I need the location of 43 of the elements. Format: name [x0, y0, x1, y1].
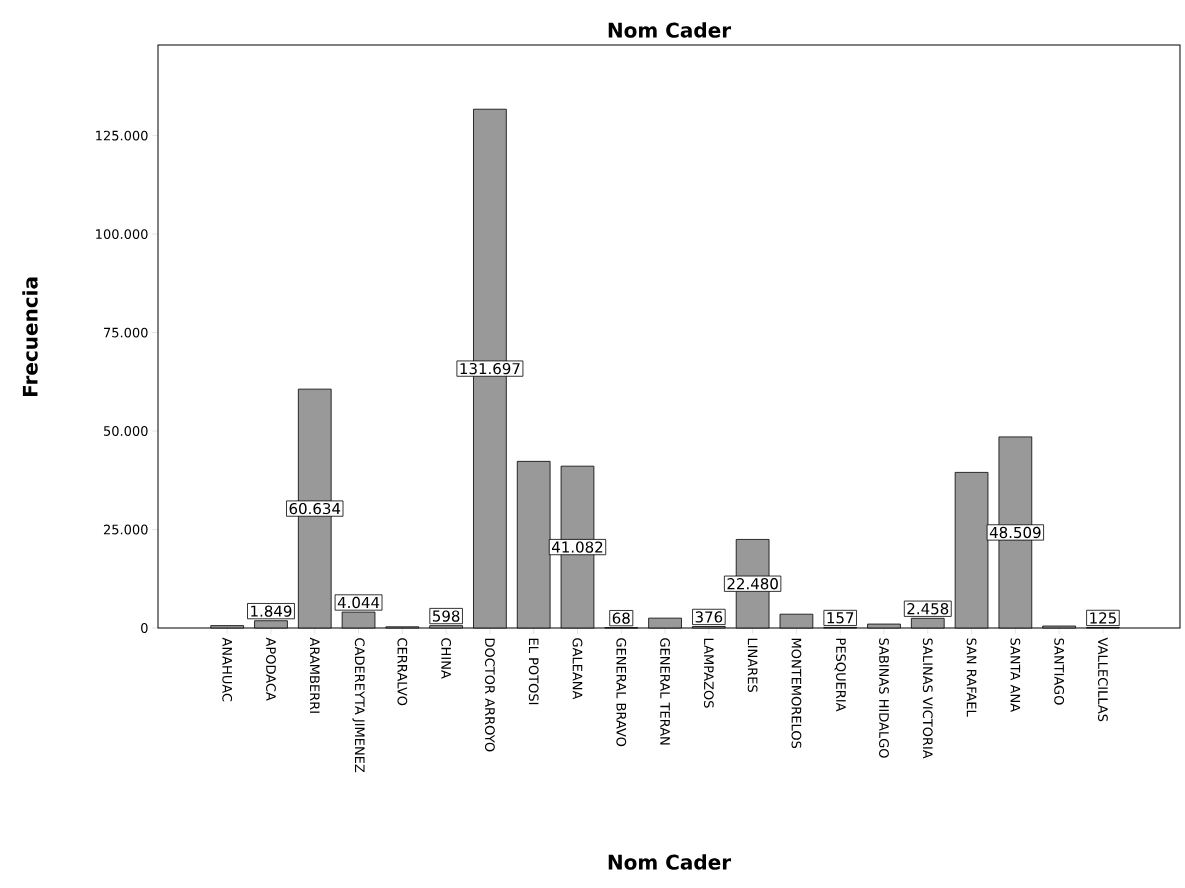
x-axis-title: Nom Cader: [608, 854, 732, 870]
data-label: 376: [695, 611, 723, 623]
y-tick-label: 125.000: [96, 130, 148, 141]
data-label: 598: [432, 610, 460, 622]
x-tick-label: LAMPAZOS: [703, 638, 714, 708]
y-axis-title: Frecuencia: [22, 277, 38, 397]
x-tick-label: GENERAL TERAN: [660, 638, 670, 745]
x-tick-label: ARAMBERRI: [310, 637, 320, 713]
x-tick-label: MONTEMORELOS: [791, 638, 802, 749]
x-tick-label: EL POTOSI: [528, 638, 539, 705]
x-tick-label: SANTIAGO: [1054, 638, 1065, 705]
chart-title: Nom Cader: [608, 22, 732, 38]
data-label: 1.849: [251, 605, 292, 617]
x-tick-label: CHINA: [441, 638, 452, 679]
data-label: 2.458: [907, 603, 949, 615]
x-tick-label: GENERAL BRAVO: [616, 638, 627, 747]
x-tick-label: ANAHUAC: [222, 637, 233, 702]
y-tick-label: 75.000: [104, 327, 148, 338]
x-tick-label: SABINAS HIDALGO: [879, 638, 889, 758]
data-label: 48.509: [989, 526, 1041, 539]
x-tick-label: LINARES: [747, 638, 758, 692]
data-label: 125: [1090, 612, 1116, 624]
data-label: 22.480: [727, 578, 778, 590]
y-tick-label: 100.000: [96, 229, 148, 239]
y-tick-label: 50.000: [103, 426, 148, 436]
x-tick-label: SALINAS VICTORIA: [922, 638, 933, 759]
x-tick-label: CADEREYTA JIMENEZ: [352, 638, 365, 773]
x-tick-label: VALLECILLAS: [1098, 637, 1108, 722]
data-label: 41.082: [551, 541, 603, 553]
y-tick-label: 0: [141, 623, 148, 633]
data-label: 68: [612, 612, 630, 624]
data-label: 4.044: [337, 596, 380, 609]
x-tick-label: GALEANA: [572, 638, 583, 700]
data-label: 60.634: [289, 502, 341, 515]
x-tick-label: DOCTOR ARROYO: [484, 638, 495, 752]
x-tick-label: CERRALVO: [397, 638, 408, 706]
data-label: 157: [827, 612, 854, 624]
x-tick-label: APODACA: [266, 637, 276, 701]
data-label: 131.697: [460, 362, 520, 375]
x-tick-label: SANTA ANA: [1010, 638, 1021, 712]
x-tick-label: SAN RAFAEL: [966, 638, 977, 717]
x-tick-label: PESQUERIA: [834, 638, 846, 712]
y-tick-label: 25.000: [103, 524, 148, 535]
